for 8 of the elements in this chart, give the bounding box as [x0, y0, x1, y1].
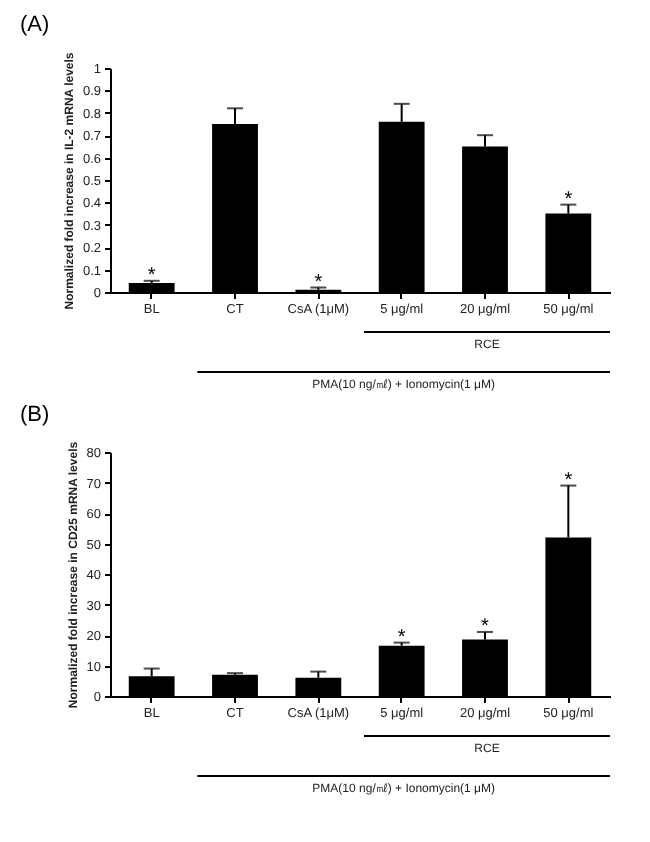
- annotation: *: [564, 469, 573, 492]
- annotation: *: [397, 626, 406, 649]
- annotation: *: [564, 188, 573, 211]
- chart-title: (A): [20, 13, 50, 38]
- annotation: *: [147, 264, 156, 287]
- annotation: *: [314, 271, 323, 294]
- chart-title: (B): [20, 402, 50, 427]
- annotation: *: [481, 615, 490, 638]
